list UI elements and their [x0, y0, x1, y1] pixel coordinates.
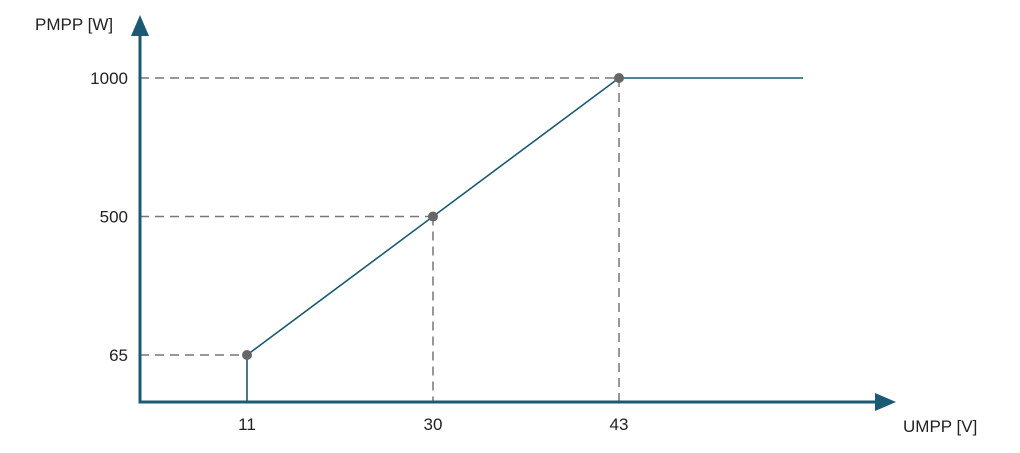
data-point — [428, 211, 438, 222]
y-tick-label: 500 — [100, 208, 128, 227]
y-axis-label: PMPP [W] — [35, 15, 113, 34]
x-tick-label: 30 — [424, 415, 443, 434]
y-tick-label: 1000 — [90, 69, 128, 88]
guide-lines — [140, 77, 620, 402]
x-axis-arrow — [875, 393, 896, 411]
axes — [131, 15, 896, 411]
series-line — [246, 77, 803, 402]
labels: PMPP [W] UMPP [V] 11 30 43 65 500 1000 — [35, 15, 977, 436]
y-axis-arrow — [131, 15, 149, 36]
x-tick-label: 11 — [238, 415, 256, 434]
data-point — [614, 73, 624, 83]
x-axis-label: UMPP [V] — [903, 417, 977, 436]
data-point — [242, 350, 252, 360]
series — [242, 73, 803, 402]
y-tick-label: 65 — [109, 346, 128, 365]
x-tick-label: 43 — [610, 415, 629, 434]
